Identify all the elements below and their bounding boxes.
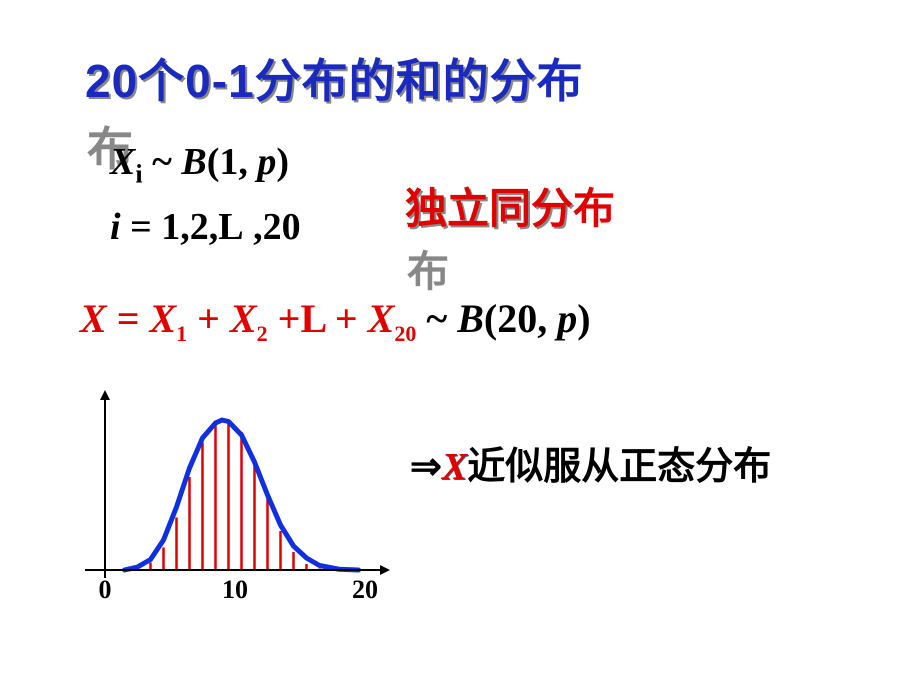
iid-label: 独立同分布 独立同分布 xyxy=(405,175,615,236)
svg-text:10: 10 xyxy=(222,575,248,604)
title-text: 20个0-1分布的和的分布 xyxy=(85,55,584,107)
formula-sum: X = X1 + X2 +L + X20 ~ B(20, p) xyxy=(80,295,591,347)
formula-i: i = 1,2,L ,20 xyxy=(110,205,301,249)
conclusion: ⇒X近似服从正态分布 xyxy=(410,435,771,490)
formula-xi: Xi ~ B(1, p) xyxy=(110,140,289,190)
slide-title: 20个0-1分布的和的分布 20个0-1分布的和的分布 xyxy=(85,45,584,111)
svg-text:0: 0 xyxy=(99,575,112,604)
distribution-chart: 0 10 20 xyxy=(70,390,390,620)
svg-text:20: 20 xyxy=(352,575,378,604)
